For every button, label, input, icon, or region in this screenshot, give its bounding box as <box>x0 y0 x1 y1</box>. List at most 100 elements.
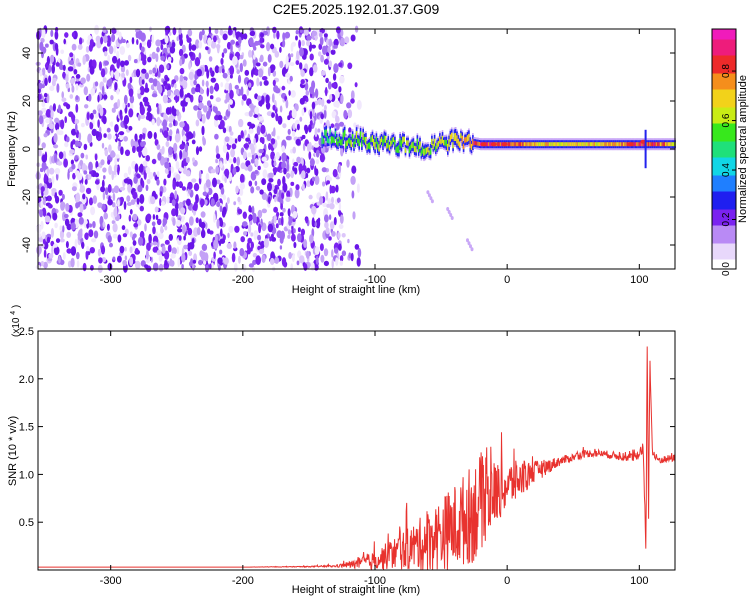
signal-core <box>580 142 583 147</box>
signal-core <box>605 142 608 147</box>
signal-core <box>530 142 532 147</box>
noise-speckle <box>200 211 206 218</box>
colorbar-band <box>712 169 736 172</box>
noise-speckle <box>119 196 124 204</box>
signal-core <box>510 142 512 147</box>
signal-core <box>527 142 530 147</box>
noise-speckle <box>112 233 118 239</box>
noise-speckle <box>83 143 88 151</box>
noise-speckle <box>134 247 139 254</box>
colorbar-band <box>712 217 736 220</box>
signal-core <box>371 135 374 143</box>
noise-speckle <box>191 87 196 95</box>
noise-speckle <box>43 261 48 269</box>
noise-speckle <box>87 173 92 180</box>
noise-speckle <box>176 36 179 42</box>
colorbar-band <box>712 191 736 194</box>
noise-speckle <box>341 250 347 257</box>
noise-speckle <box>270 151 275 160</box>
noise-speckle <box>70 159 74 165</box>
noise-speckle <box>132 240 137 246</box>
noise-speckle <box>210 262 214 270</box>
noise-speckle <box>39 69 43 77</box>
noise-speckle <box>47 195 51 202</box>
noise-speckle <box>350 98 355 104</box>
noise-speckle <box>244 165 249 171</box>
noise-speckle <box>323 109 327 119</box>
noise-speckle <box>313 143 320 148</box>
noise-speckle <box>107 133 112 140</box>
noise-speckle <box>250 186 255 194</box>
signal-core <box>334 131 337 137</box>
noise-speckle <box>341 233 346 238</box>
noise-speckle <box>178 48 184 57</box>
noise-speckle <box>180 100 186 107</box>
signal-core <box>477 141 479 146</box>
noise-speckle <box>92 109 97 115</box>
noise-speckle <box>276 135 280 140</box>
colorbar-band <box>712 83 736 86</box>
noise-speckle <box>164 259 168 266</box>
noise-speckle <box>214 28 219 35</box>
signal-core <box>412 141 415 149</box>
noise-speckle <box>156 178 160 186</box>
signal-core <box>638 142 641 147</box>
noise-speckle <box>103 35 108 44</box>
noise-speckle <box>215 165 220 175</box>
noise-speckle <box>169 31 172 36</box>
signal-core <box>448 139 450 147</box>
colorbar-band <box>712 187 736 190</box>
noise-speckle <box>242 211 247 219</box>
noise-speckle <box>151 51 157 60</box>
noise-speckle <box>40 243 45 248</box>
signal-core <box>342 132 345 141</box>
noise-speckle <box>301 108 305 116</box>
colorbar-band <box>712 55 736 58</box>
faint-branch-point <box>467 241 471 246</box>
colorbar-band <box>712 107 736 110</box>
noise-speckle <box>74 155 78 161</box>
noise-speckle <box>164 239 170 245</box>
noise-speckle <box>226 151 230 161</box>
colorbar-band <box>712 111 736 114</box>
signal-core <box>341 139 343 146</box>
noise-speckle <box>335 115 340 124</box>
noise-speckle <box>279 245 283 250</box>
signal-core <box>564 142 567 147</box>
colorbar-band <box>712 57 736 60</box>
noise-speckle <box>86 245 90 252</box>
noise-speckle <box>58 189 63 196</box>
noise-speckle <box>333 217 337 226</box>
noise-speckle <box>279 212 284 217</box>
signal-core <box>515 142 518 147</box>
noise-speckle <box>306 167 311 174</box>
noise-speckle <box>244 69 250 76</box>
noise-speckle <box>151 34 154 44</box>
colorbar-band <box>712 91 736 94</box>
noise-speckle <box>37 82 43 90</box>
noise-speckle <box>332 169 338 178</box>
noise-speckle <box>344 36 350 44</box>
noise-speckle <box>167 174 171 179</box>
noise-speckle <box>338 243 342 251</box>
noise-speckle <box>209 95 214 100</box>
y-tick-label: 1.0 <box>19 469 34 481</box>
noise-speckle <box>156 103 159 108</box>
noise-speckle <box>224 82 230 91</box>
signal-core <box>437 141 440 147</box>
snr-y-axis-label: SNR (10 * v/v) <box>7 416 19 486</box>
signal-core <box>589 142 592 147</box>
noise-speckle <box>319 32 323 38</box>
noise-speckle <box>324 86 328 97</box>
noise-speckle <box>299 97 305 105</box>
noise-speckle <box>102 167 107 173</box>
noise-speckle <box>293 228 296 234</box>
noise-speckle <box>129 76 133 84</box>
colorbar-band <box>712 47 736 50</box>
signal-core <box>596 142 598 147</box>
noise-speckle <box>217 114 223 121</box>
noise-speckle <box>335 89 340 99</box>
noise-speckle <box>128 125 133 131</box>
signal-core <box>328 138 330 144</box>
